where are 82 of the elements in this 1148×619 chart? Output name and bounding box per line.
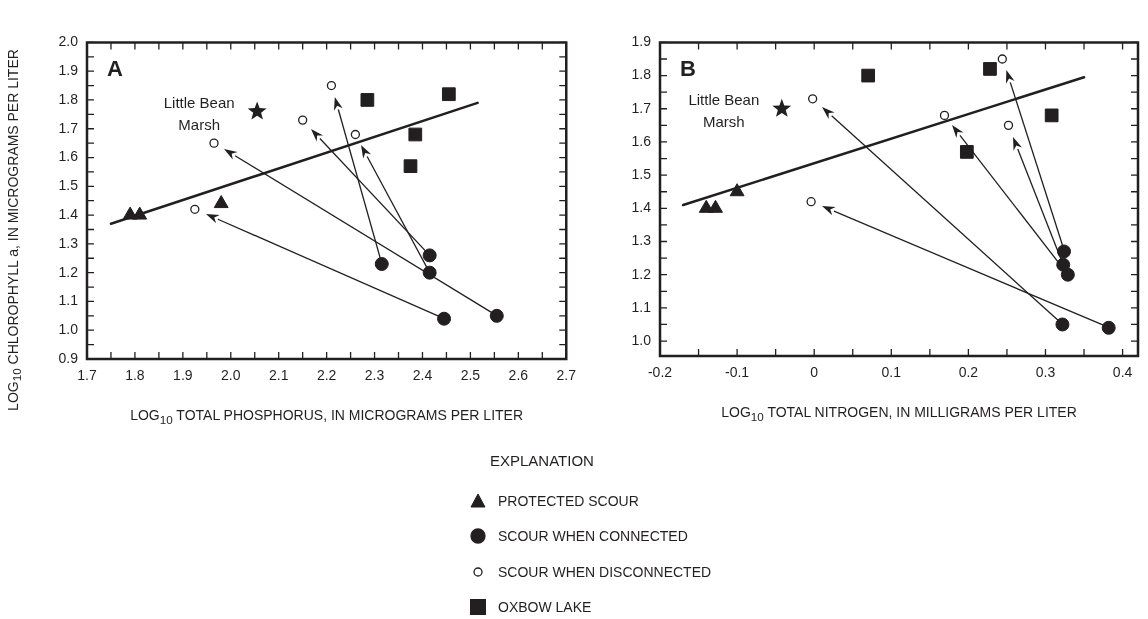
- y-tick-label: 1.5: [58, 177, 79, 194]
- y-tick-label: 1.9: [58, 62, 79, 79]
- point: [298, 115, 308, 125]
- x-tick-label: 2.5: [460, 367, 481, 384]
- point: [959, 145, 974, 159]
- y-tick-label: 1.5: [631, 166, 652, 182]
- y-tick-label: 1.6: [58, 148, 79, 165]
- point: [350, 129, 361, 140]
- y-tick-label: 1.8: [631, 66, 652, 83]
- x-tick-label: 2.2: [316, 367, 337, 384]
- point: [1056, 244, 1071, 259]
- y-tick-label: 1.1: [631, 298, 652, 315]
- y-tick-label: 1.6: [631, 132, 652, 149]
- point: [247, 101, 267, 120]
- x-tick-label: 2.4: [412, 367, 433, 384]
- x-tick-label: 0.1: [881, 364, 902, 381]
- legend-label: SCOUR WHEN DISCONNECTED: [498, 563, 712, 580]
- point: [1044, 108, 1059, 123]
- y-tick-label: 0.9: [58, 349, 79, 366]
- legend-label: OXBOW LAKE: [498, 599, 592, 616]
- point: [772, 98, 792, 117]
- x-tick-label: 0.3: [1035, 364, 1056, 381]
- point: [441, 87, 456, 102]
- point: [403, 159, 418, 174]
- x-tick-label: 0: [810, 364, 819, 381]
- text: A: [107, 56, 123, 82]
- y-tick-label: 1.4: [58, 205, 79, 222]
- text: B: [680, 56, 696, 82]
- point: [1055, 317, 1070, 332]
- y-tick-label: 1.9: [631, 33, 652, 50]
- series-label: Little Bean Marsh: [163, 93, 235, 133]
- y-tick-label: 1.4: [631, 199, 652, 216]
- point: [422, 248, 437, 263]
- point: [1060, 267, 1075, 282]
- x-tick-label: 0.4: [1112, 364, 1133, 381]
- x-tick-label: 0.2: [958, 364, 979, 381]
- x-tick-label: 1.7: [77, 367, 97, 384]
- y-tick-label: 1.0: [631, 331, 652, 348]
- point: [437, 311, 452, 326]
- point: [983, 62, 997, 76]
- point: [808, 94, 818, 104]
- x-tick-label: 1.8: [125, 367, 145, 384]
- y-tick-label: 1.7: [58, 119, 79, 136]
- x-axis-title: LOG$_{10}$ TOTAL PHOSPHORUS, IN MICROGRAMS PER LITER: [129, 407, 525, 426]
- x-tick-label: 2.1: [268, 367, 289, 384]
- point: [939, 110, 950, 121]
- point: [1003, 120, 1014, 131]
- series-label: Little Bean Marsh: [688, 90, 760, 130]
- x-tick-label: 2.6: [508, 367, 529, 384]
- x-tick-label: -0.2: [647, 364, 673, 381]
- legend-label: SCOUR WHEN CONNECTED: [498, 528, 688, 545]
- point: [1101, 320, 1116, 335]
- point: [806, 197, 816, 207]
- point: [861, 68, 876, 83]
- y-tick-label: 1.0: [58, 321, 79, 338]
- y-tick-label: 1.8: [58, 90, 79, 107]
- point: [360, 93, 375, 107]
- point: [729, 183, 745, 197]
- point: [997, 54, 1007, 64]
- point: [213, 195, 229, 209]
- legend-label: PROTECTED SCOUR: [498, 492, 639, 509]
- y-tick-label: 2.0: [58, 33, 79, 50]
- legend-title: EXPLANATION: [490, 452, 595, 469]
- y-tick-label: 1.7: [631, 99, 652, 116]
- point: [190, 204, 200, 214]
- x-tick-label: 2.0: [221, 367, 241, 384]
- point: [489, 308, 504, 323]
- point: [326, 80, 337, 91]
- y-tick-label: 1.3: [58, 234, 79, 251]
- y-tick-label: 1.2: [631, 265, 652, 282]
- y-tick-label: 1.3: [631, 232, 652, 249]
- point: [408, 127, 423, 142]
- y-tick-label: 1.2: [58, 263, 79, 280]
- x-tick-label: -0.1: [725, 364, 750, 381]
- y-tick-label: 1.1: [58, 292, 79, 309]
- point: [374, 257, 389, 272]
- x-axis-title: LOG$_{10}$ TOTAL NITROGEN, IN MILLIGRAMS PER LITER: [720, 404, 1078, 423]
- point: [132, 206, 148, 220]
- x-tick-label: 2.7: [556, 367, 577, 384]
- x-tick-label: 2.3: [364, 367, 385, 384]
- x-tick-label: 1.9: [173, 367, 193, 384]
- point: [209, 138, 219, 148]
